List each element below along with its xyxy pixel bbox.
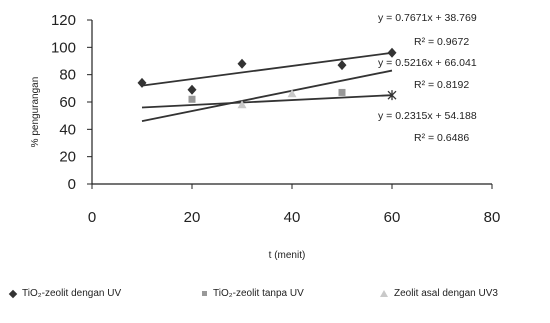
x-tick-label: 40 [284,209,301,226]
r-squared-label: R² = 0.8192 [414,79,469,91]
legend-item-tio2-uv: TiO₂-zeolit dengan UV [8,288,122,299]
legend-label: TiO₂-zeolit tanpa UV [213,288,304,299]
trendline [141,51,393,87]
legend-label: Zeolit asal dengan UV3 [394,288,498,299]
trendline-equation: y = 0.5216x + 66.041 [378,57,477,69]
y-tick-label: 40 [59,121,76,138]
legend: TiO₂-zeolit dengan UV TiO₂-zeolit tanpa … [6,288,550,308]
x-tick-label: 60 [384,209,401,226]
y-tick-label: 20 [59,149,76,166]
diamond-marker-icon [8,289,18,298]
legend-item-zeolit-uv: Zeolit asal dengan UV3 [380,288,498,299]
x-tick-label: 20 [184,209,201,226]
y-axis-title: % pengurangan [30,77,41,148]
data-point [287,89,297,98]
square-marker-icon [202,291,207,296]
tick-labels: 0 20 40 60 80 100 120 0 20 40 60 80 [51,12,500,226]
data-point [337,60,347,71]
data-points [137,47,397,109]
y-tick-label: 60 [59,94,76,111]
data-point [237,100,247,109]
y-tick-label: 0 [68,176,76,193]
y-tick-label: 100 [51,39,76,56]
x-tick-label: 80 [484,209,501,226]
equations: y = 0.7671x + 38.769 R² = 0.9672 y = 0.521… [378,12,477,144]
trendline [141,94,393,109]
y-tick-label: 80 [59,67,76,84]
data-point [187,84,197,95]
legend-item-tio2-no-uv: TiO₂-zeolit tanpa UV [202,288,304,299]
legend-label: TiO₂-zeolit dengan UV [22,288,122,299]
data-point [237,58,247,69]
trendline [141,69,393,123]
trendlines [141,51,393,123]
trendline-equation: y = 0.7671x + 38.769 [378,12,477,24]
y-tick-label: 120 [51,12,76,29]
triangle-marker-icon [380,290,388,297]
data-point [387,90,397,101]
data-point [137,77,147,88]
x-tick-label: 0 [88,209,96,226]
r-squared-label: R² = 0.6486 [414,132,469,144]
data-point [188,95,196,103]
trendline-equation: y = 0.2315x + 54.188 [378,110,477,122]
data-point [338,88,346,96]
data-point [387,47,397,58]
r-squared-label: R² = 0.9672 [414,36,469,48]
x-axis-title: t (menit) [269,250,306,261]
